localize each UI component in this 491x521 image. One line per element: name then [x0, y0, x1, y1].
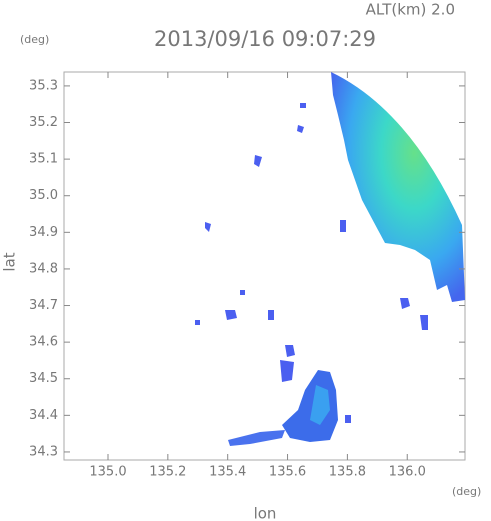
- y-tick-label: 34.3: [29, 444, 58, 459]
- y-unit: (deg): [20, 33, 49, 46]
- y-tick-label: 35.1: [29, 152, 58, 167]
- x-tick-label: 135.2: [149, 465, 186, 480]
- y-tick-label: 35.0: [29, 188, 58, 203]
- y-tick-label: 34.8: [29, 261, 58, 276]
- x-tick-label: 135.4: [209, 465, 246, 480]
- radar-echo: [195, 72, 465, 446]
- subtitle: ALT(km) 2.0: [366, 1, 455, 19]
- x-tick-label: 135.0: [89, 465, 126, 480]
- y-axis-label: lat: [1, 252, 19, 271]
- y-tick-label: 35.2: [29, 115, 58, 130]
- y-tick-label: 34.7: [29, 298, 58, 313]
- y-tick-label: 34.4: [29, 408, 58, 423]
- y-tick-label: 34.5: [29, 371, 58, 386]
- x-axis-label: lon: [254, 505, 277, 521]
- x-tick-label: 135.6: [269, 465, 306, 480]
- chart-title: 2013/09/16 09:07:29: [154, 27, 376, 51]
- y-tick-label: 34.9: [29, 225, 58, 240]
- x-tick-label: 135.8: [329, 465, 366, 480]
- y-tick-label: 35.3: [29, 78, 58, 93]
- x-tick-label: 136.0: [389, 465, 426, 480]
- y-tick-label: 34.6: [29, 335, 58, 350]
- x-unit: (deg): [452, 485, 481, 498]
- plot-frame: [63, 71, 466, 461]
